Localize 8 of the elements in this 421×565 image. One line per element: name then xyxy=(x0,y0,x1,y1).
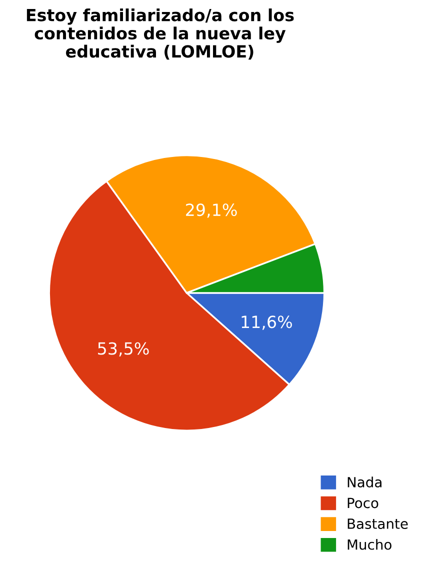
chart-title: Estoy familiarizado/a con los contenidos de la nueva ley educativa (LOMLOE) xyxy=(26,8,294,60)
legend-label: Mucho xyxy=(348,539,392,550)
legend-label: Nada xyxy=(348,476,382,488)
legend-label: Poco xyxy=(348,498,378,508)
data-label: 53,5% xyxy=(98,342,149,356)
data-label: 29,1% xyxy=(186,203,237,218)
data-label: 11,6% xyxy=(242,316,292,330)
legend-label: Bastante xyxy=(348,518,408,530)
